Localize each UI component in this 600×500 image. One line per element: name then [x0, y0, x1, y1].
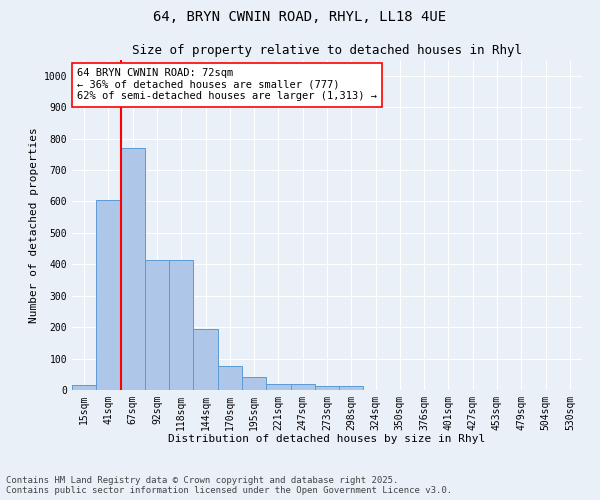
Text: Contains HM Land Registry data © Crown copyright and database right 2025.
Contai: Contains HM Land Registry data © Crown c…	[6, 476, 452, 495]
Bar	[96, 200, 121, 390]
Bar	[339, 386, 364, 390]
Bar	[242, 378, 266, 390]
Bar	[218, 366, 242, 390]
Y-axis label: Number of detached properties: Number of detached properties	[29, 127, 40, 323]
Bar	[72, 386, 96, 390]
Bar	[315, 386, 339, 390]
Text: 64, BRYN CWNIN ROAD, RHYL, LL18 4UE: 64, BRYN CWNIN ROAD, RHYL, LL18 4UE	[154, 10, 446, 24]
Bar	[266, 384, 290, 390]
Bar	[145, 260, 169, 390]
X-axis label: Distribution of detached houses by size in Rhyl: Distribution of detached houses by size …	[169, 434, 485, 444]
Bar	[290, 384, 315, 390]
Text: 64 BRYN CWNIN ROAD: 72sqm
← 36% of detached houses are smaller (777)
62% of semi: 64 BRYN CWNIN ROAD: 72sqm ← 36% of detac…	[77, 68, 377, 102]
Bar	[193, 330, 218, 390]
Bar	[169, 260, 193, 390]
Bar	[121, 148, 145, 390]
Title: Size of property relative to detached houses in Rhyl: Size of property relative to detached ho…	[132, 44, 522, 58]
